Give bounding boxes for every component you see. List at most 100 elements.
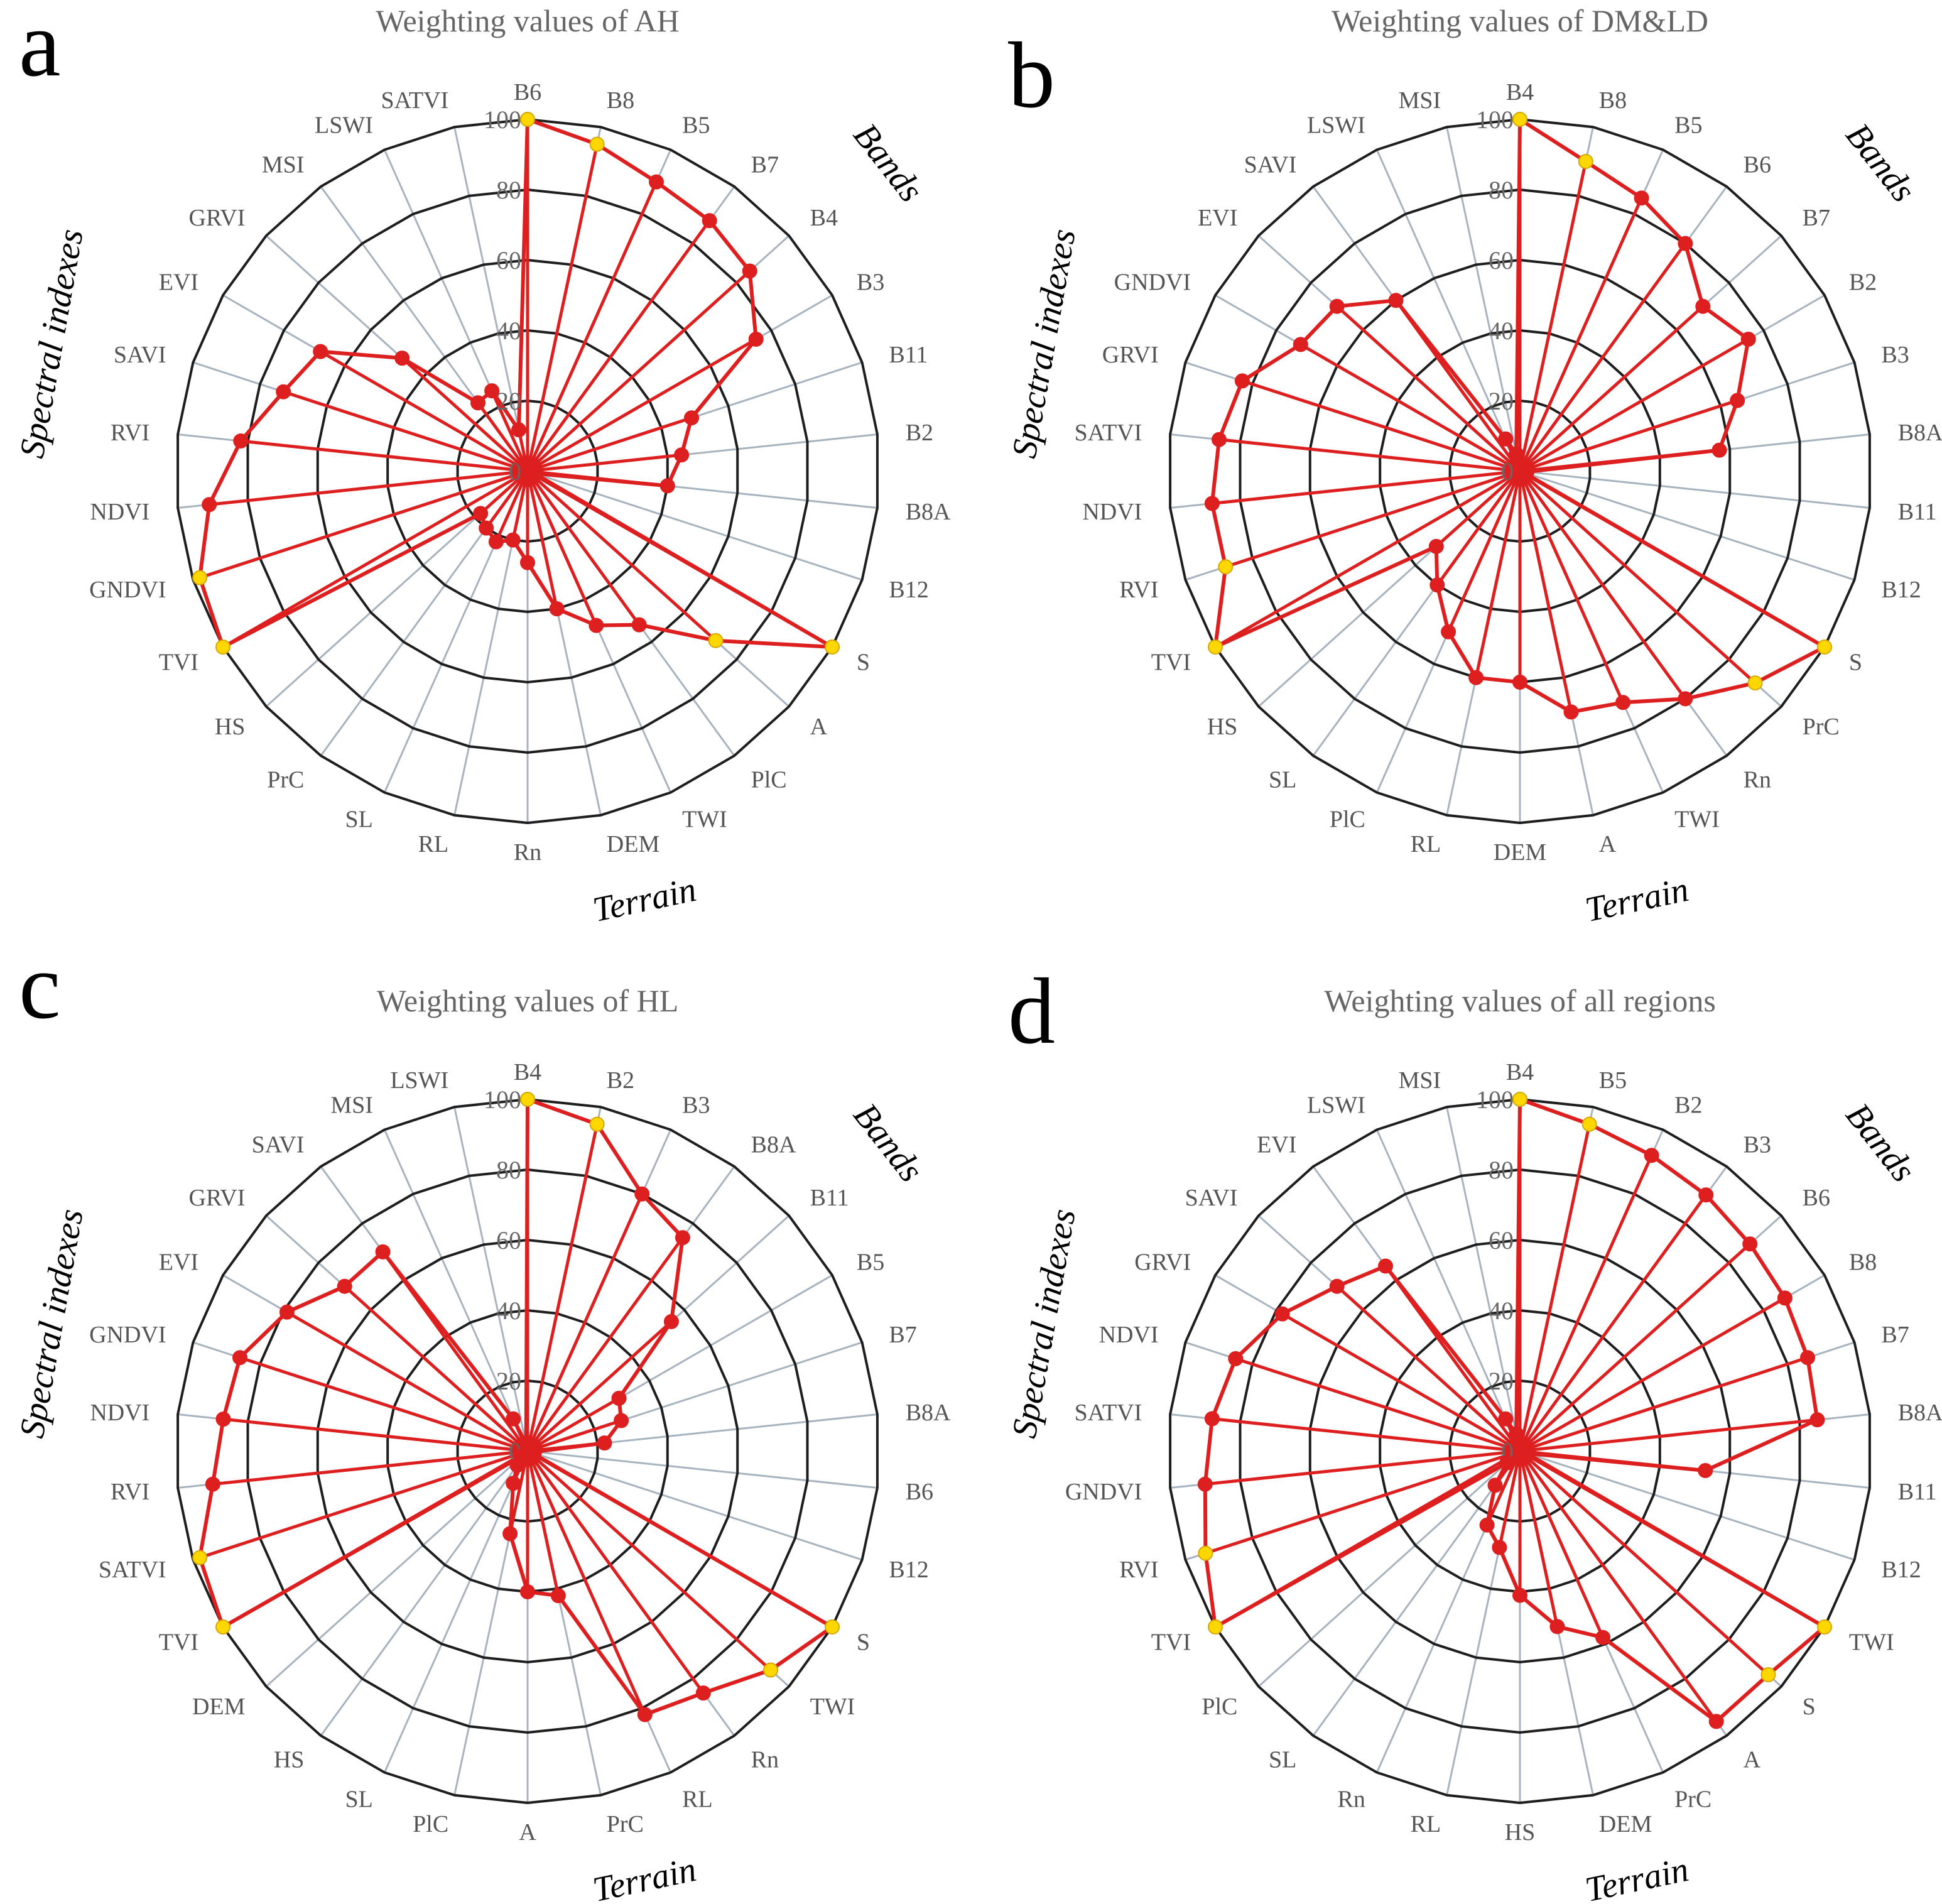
series-spoke [1518, 1450, 1605, 1638]
data-point [1595, 1629, 1611, 1645]
category-label: GRVI [1102, 342, 1159, 368]
group-label: Spectral indexes [13, 226, 91, 461]
data-point [674, 447, 690, 463]
category-label: DEM [1599, 1811, 1652, 1837]
series-spoke [1436, 470, 1522, 586]
radar-spoke [537, 473, 863, 581]
data-point [675, 1230, 690, 1246]
panel-title: Weighting values of DM&LD [1332, 3, 1708, 38]
category-label: RL [1411, 831, 1441, 857]
data-point [1698, 1463, 1713, 1478]
data-point [702, 213, 717, 229]
data-point [1428, 538, 1444, 554]
category-label: B11 [1898, 1479, 1937, 1505]
panel-letter: d [1008, 959, 1055, 1064]
data-point [742, 263, 757, 279]
r-tick-label: 100 [484, 1085, 521, 1114]
radar-grid-ring [1169, 1097, 1871, 1805]
radar-grid-ring [176, 117, 879, 825]
data-point [1499, 1455, 1515, 1471]
data-point [1197, 1476, 1213, 1492]
radar-grid-ring [246, 188, 809, 754]
category-label: B8A [1898, 1400, 1942, 1426]
category-label: B8A [1898, 420, 1942, 446]
data-point [484, 383, 500, 399]
series-spoke [1518, 1124, 1592, 1452]
category-label: B8A [906, 499, 951, 525]
center-point [521, 1445, 534, 1457]
category-label: A [1599, 831, 1617, 857]
category-label: B2 [906, 420, 933, 446]
r-tick-label: 40 [496, 1297, 521, 1325]
category-label: SAVI [1185, 1185, 1238, 1211]
group-label: Spectral indexes [1005, 1206, 1083, 1441]
series-spoke [1336, 1285, 1521, 1452]
category-label: DEM [607, 831, 659, 857]
category-label: B5 [682, 112, 710, 138]
panel-letter: a [19, 0, 61, 96]
series-spoke [485, 470, 529, 530]
data-point [1509, 446, 1524, 462]
category-label: DEM [1494, 839, 1546, 866]
group-label: Terrain [1582, 870, 1692, 930]
data-point [279, 1304, 295, 1320]
category-label: GNDVI [1065, 1479, 1142, 1505]
series-spoke [1519, 1356, 1808, 1453]
category-label: HS [1207, 714, 1238, 740]
series-spoke [526, 1124, 599, 1452]
data-point [505, 532, 521, 548]
series-spoke [526, 1450, 772, 1672]
category-label: EVI [1257, 1132, 1296, 1158]
category-label: Rn [1338, 1787, 1365, 1813]
group-label: Spectral indexes [13, 1206, 91, 1441]
data-point [192, 1550, 208, 1565]
category-label: PrC [1803, 714, 1840, 740]
data-point [550, 1588, 566, 1604]
r-tick-label: 20 [1489, 1367, 1514, 1395]
series-spoke [344, 1285, 529, 1452]
series-spoke [222, 469, 529, 649]
data-point [634, 1186, 650, 1202]
data-point [205, 1476, 220, 1492]
series-spoke [526, 471, 559, 609]
category-label: GRVI [189, 1185, 246, 1211]
category-label: B2 [1674, 1092, 1702, 1118]
group-label: Bands [1838, 116, 1923, 209]
category-label: EVI [159, 1249, 198, 1276]
data-point [520, 112, 535, 127]
radar-spoke [1446, 1106, 1519, 1441]
category-label: GNDVI [89, 1322, 166, 1348]
data-point [1512, 1092, 1527, 1107]
category-label: B7 [889, 1322, 916, 1348]
category-label: EVI [1198, 205, 1237, 231]
series-spoke [1518, 471, 1573, 712]
series-spoke [239, 1356, 528, 1453]
category-label: PlC [413, 1811, 448, 1837]
series-spoke [1518, 470, 1687, 700]
radar-spoke [383, 1460, 524, 1773]
category-label: Rn [751, 1747, 779, 1773]
data-point [1563, 704, 1579, 720]
data-point [631, 617, 647, 633]
data-point [1492, 1540, 1507, 1555]
category-label: B4 [1506, 79, 1534, 106]
group-label: Bands [1838, 1096, 1923, 1189]
category-label: B6 [906, 1479, 933, 1505]
series-spoke [401, 357, 529, 472]
category-label: B8 [1849, 1249, 1877, 1276]
category-label: S [857, 650, 870, 676]
data-point [502, 1526, 518, 1542]
category-label: B8 [607, 87, 634, 114]
series-spoke [1218, 438, 1521, 473]
data-point [1708, 1714, 1724, 1729]
data-point [506, 1476, 521, 1491]
data-point [473, 506, 489, 521]
radar-spoke [1530, 471, 1870, 509]
data-point [663, 1314, 679, 1329]
data-point [1487, 1477, 1503, 1493]
category-label: SAVI [252, 1132, 305, 1158]
series-spoke [526, 1193, 644, 1452]
category-label: HS [1505, 1819, 1536, 1846]
group-label: Bands [846, 116, 931, 209]
